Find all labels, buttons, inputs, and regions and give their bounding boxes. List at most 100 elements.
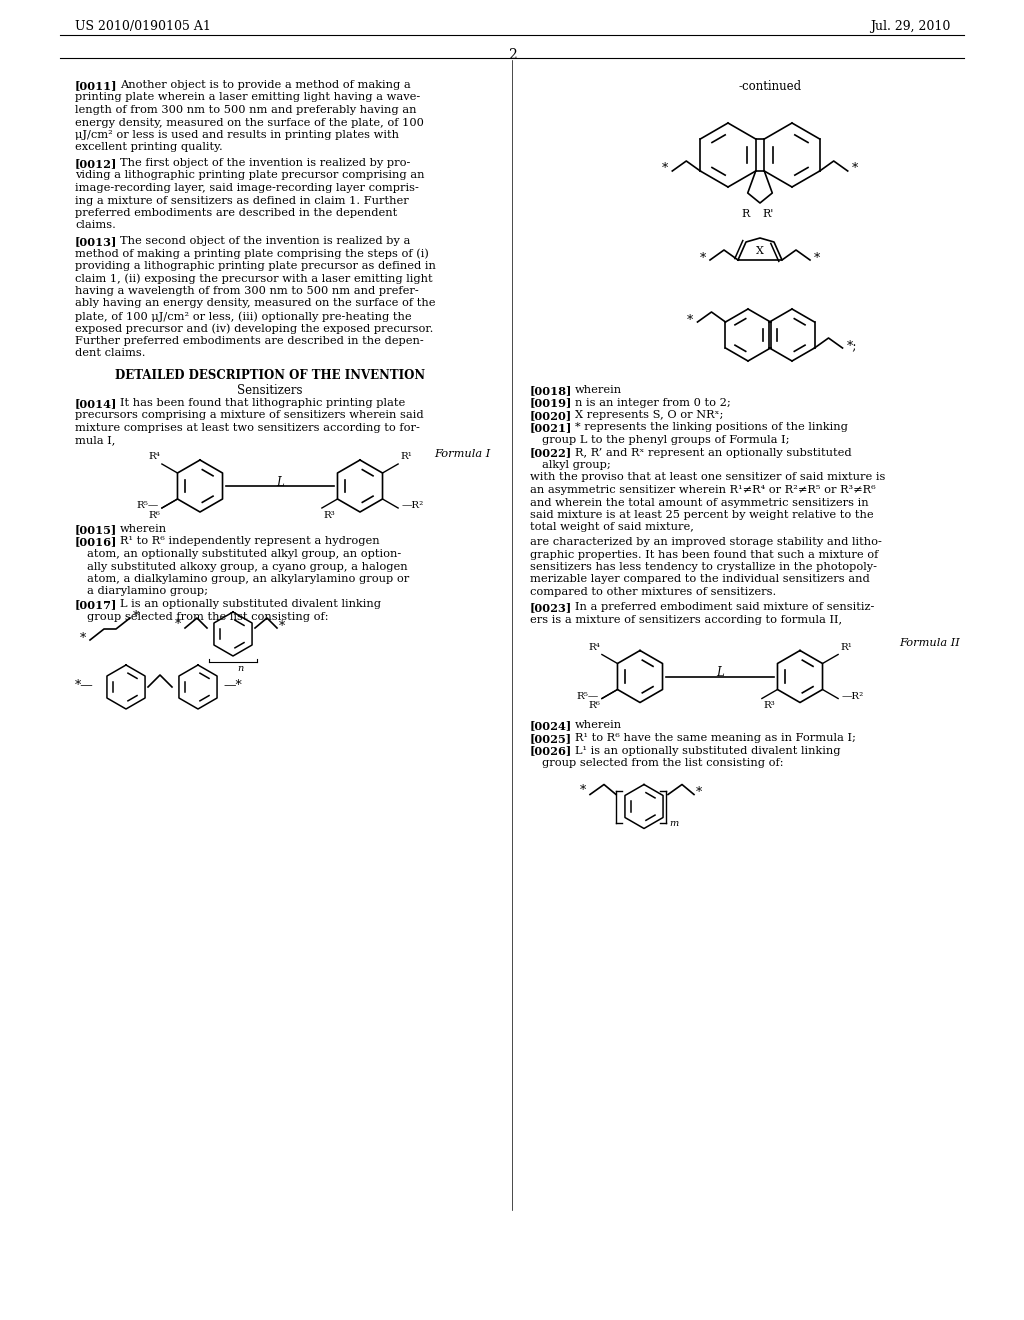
Text: alkyl group;: alkyl group; bbox=[542, 459, 610, 470]
Text: ally substituted alkoxy group, a cyano group, a halogen: ally substituted alkoxy group, a cyano g… bbox=[87, 561, 408, 572]
Text: The second object of the invention is realized by a: The second object of the invention is re… bbox=[120, 236, 411, 246]
Text: [0019]: [0019] bbox=[530, 397, 572, 408]
Text: [0026]: [0026] bbox=[530, 746, 572, 756]
Text: [0011]: [0011] bbox=[75, 81, 118, 91]
Text: *;: *; bbox=[847, 339, 857, 352]
Text: R⁵—: R⁵— bbox=[577, 692, 599, 701]
Text: Formula II: Formula II bbox=[899, 638, 961, 648]
Text: R⁶: R⁶ bbox=[588, 701, 600, 710]
Text: claim 1, (ii) exposing the precursor with a laser emitting light: claim 1, (ii) exposing the precursor wit… bbox=[75, 273, 432, 284]
Text: and wherein the total amount of asymmetric sensitizers in: and wherein the total amount of asymmetr… bbox=[530, 498, 868, 507]
Text: *: * bbox=[133, 610, 139, 623]
Text: [0013]: [0013] bbox=[75, 236, 118, 247]
Text: plate, of 100 μJ/cm² or less, (iii) optionally pre-heating the: plate, of 100 μJ/cm² or less, (iii) opti… bbox=[75, 312, 412, 322]
Text: are characterized by an improved storage stability and litho-: are characterized by an improved storage… bbox=[530, 537, 882, 546]
Text: sensitizers has less tendency to crystallize in the photopoly-: sensitizers has less tendency to crystal… bbox=[530, 562, 877, 572]
Text: R¹ to R⁶ independently represent a hydrogen: R¹ to R⁶ independently represent a hydro… bbox=[120, 536, 380, 546]
Text: Further preferred embodiments are described in the depen-: Further preferred embodiments are descri… bbox=[75, 337, 424, 346]
Text: n: n bbox=[237, 664, 244, 673]
Text: [0020]: [0020] bbox=[530, 411, 572, 421]
Text: R⁴: R⁴ bbox=[588, 643, 600, 652]
Text: ably having an energy density, measured on the surface of the: ably having an energy density, measured … bbox=[75, 298, 435, 309]
Text: having a wavelength of from 300 nm to 500 nm and prefer-: having a wavelength of from 300 nm to 50… bbox=[75, 286, 419, 296]
Text: said mixture is at least 25 percent by weight relative to the: said mixture is at least 25 percent by w… bbox=[530, 510, 873, 520]
Text: group selected from the list consisting of:: group selected from the list consisting … bbox=[87, 611, 329, 622]
Text: claims.: claims. bbox=[75, 220, 116, 231]
Text: [0015]: [0015] bbox=[75, 524, 118, 535]
Text: preferred embodiments are described in the dependent: preferred embodiments are described in t… bbox=[75, 209, 397, 218]
Text: graphic properties. It has been found that such a mixture of: graphic properties. It has been found th… bbox=[530, 549, 879, 560]
Text: US 2010/0190105 A1: US 2010/0190105 A1 bbox=[75, 20, 211, 33]
Text: [0018]: [0018] bbox=[530, 385, 572, 396]
Text: It has been found that lithographic printing plate: It has been found that lithographic prin… bbox=[120, 399, 406, 408]
Text: *: * bbox=[80, 631, 86, 644]
Text: —R²: —R² bbox=[841, 692, 863, 701]
Text: [0016]: [0016] bbox=[75, 536, 118, 548]
Text: —R²: —R² bbox=[401, 502, 423, 511]
Text: energy density, measured on the surface of the plate, of 100: energy density, measured on the surface … bbox=[75, 117, 424, 128]
Text: *—: *— bbox=[75, 678, 94, 692]
Text: *: * bbox=[663, 162, 669, 176]
Text: m: m bbox=[669, 818, 678, 828]
Text: L is an optionally substituted divalent linking: L is an optionally substituted divalent … bbox=[120, 599, 381, 609]
Text: atom, an optionally substituted alkyl group, an option-: atom, an optionally substituted alkyl gr… bbox=[87, 549, 401, 558]
Text: providing a lithographic printing plate precursor as defined in: providing a lithographic printing plate … bbox=[75, 261, 436, 271]
Text: wherein: wherein bbox=[575, 721, 623, 730]
Text: total weight of said mixture,: total weight of said mixture, bbox=[530, 523, 694, 532]
Text: R: R bbox=[741, 209, 750, 219]
Text: precursors comprising a mixture of sensitizers wherein said: precursors comprising a mixture of sensi… bbox=[75, 411, 424, 421]
Text: L¹ is an optionally substituted divalent linking: L¹ is an optionally substituted divalent… bbox=[575, 746, 841, 755]
Text: n is an integer from 0 to 2;: n is an integer from 0 to 2; bbox=[575, 397, 731, 408]
Text: compared to other mixtures of sensitizers.: compared to other mixtures of sensitizer… bbox=[530, 587, 776, 597]
Text: [0012]: [0012] bbox=[75, 158, 118, 169]
Text: Sensitizers: Sensitizers bbox=[238, 384, 303, 396]
Text: *: * bbox=[580, 784, 586, 797]
Text: R¹: R¹ bbox=[400, 451, 412, 461]
Text: R⁴: R⁴ bbox=[148, 451, 160, 461]
Text: merizable layer compared to the individual sensitizers and: merizable layer compared to the individu… bbox=[530, 574, 869, 585]
Text: atom, a dialkylamino group, an alkylarylamino group or: atom, a dialkylamino group, an alkylaryl… bbox=[87, 574, 410, 583]
Text: [0014]: [0014] bbox=[75, 399, 118, 409]
Text: DETAILED DESCRIPTION OF THE INVENTION: DETAILED DESCRIPTION OF THE INVENTION bbox=[115, 370, 425, 381]
Text: [0017]: [0017] bbox=[75, 599, 118, 610]
Text: X: X bbox=[756, 246, 764, 256]
Text: R, R’ and Rˣ represent an optionally substituted: R, R’ and Rˣ represent an optionally sub… bbox=[575, 447, 852, 458]
Text: *: * bbox=[852, 162, 858, 176]
Text: group selected from the list consisting of:: group selected from the list consisting … bbox=[542, 758, 783, 768]
Text: —*: —* bbox=[223, 678, 242, 692]
Text: ing a mixture of sensitizers as defined in claim 1. Further: ing a mixture of sensitizers as defined … bbox=[75, 195, 409, 206]
Text: R¹ to R⁶ have the same meaning as in Formula I;: R¹ to R⁶ have the same meaning as in For… bbox=[575, 733, 856, 743]
Text: dent claims.: dent claims. bbox=[75, 348, 145, 359]
Text: *: * bbox=[175, 618, 181, 631]
Text: method of making a printing plate comprising the steps of (i): method of making a printing plate compri… bbox=[75, 248, 429, 259]
Text: Formula I: Formula I bbox=[434, 449, 490, 459]
Text: with the proviso that at least one sensitizer of said mixture is: with the proviso that at least one sensi… bbox=[530, 473, 886, 483]
Text: [0025]: [0025] bbox=[530, 733, 572, 744]
Text: group L to the phenyl groups of Formula I;: group L to the phenyl groups of Formula … bbox=[542, 436, 790, 445]
Text: * represents the linking positions of the linking: * represents the linking positions of th… bbox=[575, 422, 848, 433]
Text: [0022]: [0022] bbox=[530, 447, 572, 458]
Text: length of from 300 nm to 500 nm and preferably having an: length of from 300 nm to 500 nm and pref… bbox=[75, 106, 417, 115]
Text: R⁶: R⁶ bbox=[148, 511, 160, 520]
Text: viding a lithographic printing plate precursor comprising an: viding a lithographic printing plate pre… bbox=[75, 170, 425, 181]
Text: printing plate wherein a laser emitting light having a wave-: printing plate wherein a laser emitting … bbox=[75, 92, 420, 103]
Text: [0024]: [0024] bbox=[530, 721, 572, 731]
Text: In a preferred embodiment said mixture of sensitiz-: In a preferred embodiment said mixture o… bbox=[575, 602, 874, 612]
Text: wherein: wherein bbox=[120, 524, 167, 535]
Text: *: * bbox=[687, 314, 693, 326]
Text: [0023]: [0023] bbox=[530, 602, 572, 614]
Text: *: * bbox=[699, 252, 706, 264]
Text: *: * bbox=[279, 619, 286, 632]
Text: an asymmetric sensitizer wherein R¹≠R⁴ or R²≠R⁵ or R³≠R⁶: an asymmetric sensitizer wherein R¹≠R⁴ o… bbox=[530, 484, 876, 495]
Text: R³: R³ bbox=[324, 511, 336, 520]
Text: R³: R³ bbox=[764, 701, 775, 710]
Text: X represents S, O or NRˣ;: X represents S, O or NRˣ; bbox=[575, 411, 723, 420]
Text: R': R' bbox=[762, 209, 773, 219]
Text: mula I,: mula I, bbox=[75, 436, 116, 446]
Text: [0021]: [0021] bbox=[530, 422, 572, 433]
Text: -continued: -continued bbox=[738, 81, 802, 92]
Text: ers is a mixture of sensitizers according to formula II,: ers is a mixture of sensitizers accordin… bbox=[530, 615, 842, 624]
Text: image-recording layer, said image-recording layer compris-: image-recording layer, said image-record… bbox=[75, 183, 419, 193]
Text: *: * bbox=[696, 785, 702, 799]
Text: Another object is to provide a method of making a: Another object is to provide a method of… bbox=[120, 81, 411, 90]
